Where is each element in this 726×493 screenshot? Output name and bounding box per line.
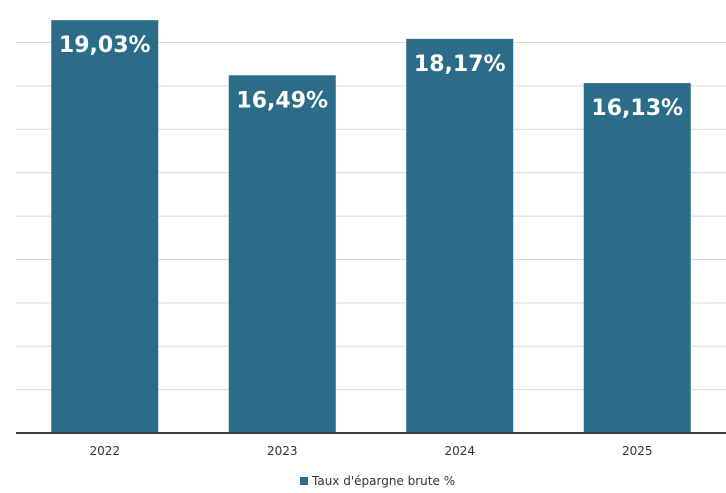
- bars: [51, 20, 691, 434]
- x-tick-2022: 2022: [89, 444, 120, 458]
- data-label-2023: 16,49%: [236, 88, 328, 113]
- legend-swatch: [300, 477, 308, 485]
- data-label-2022: 19,03%: [59, 33, 151, 58]
- bar-2023: [228, 75, 336, 433]
- x-tick-2024: 2024: [444, 444, 475, 458]
- data-label-2025: 16,13%: [591, 96, 683, 121]
- legend: Taux d'épargne brute %: [300, 474, 455, 488]
- x-tick-2025: 2025: [622, 444, 653, 458]
- legend-label: Taux d'épargne brute %: [311, 474, 455, 488]
- x-tick-2023: 2023: [267, 444, 298, 458]
- bar-2022: [51, 20, 159, 434]
- data-label-2024: 18,17%: [414, 52, 506, 77]
- bar-2025: [583, 83, 691, 433]
- x-tick-labels: 2022 2023 2024 2025: [89, 444, 652, 458]
- data-labels: 19,03% 16,49% 18,17% 16,13%: [59, 33, 683, 121]
- bar-2024: [406, 38, 514, 433]
